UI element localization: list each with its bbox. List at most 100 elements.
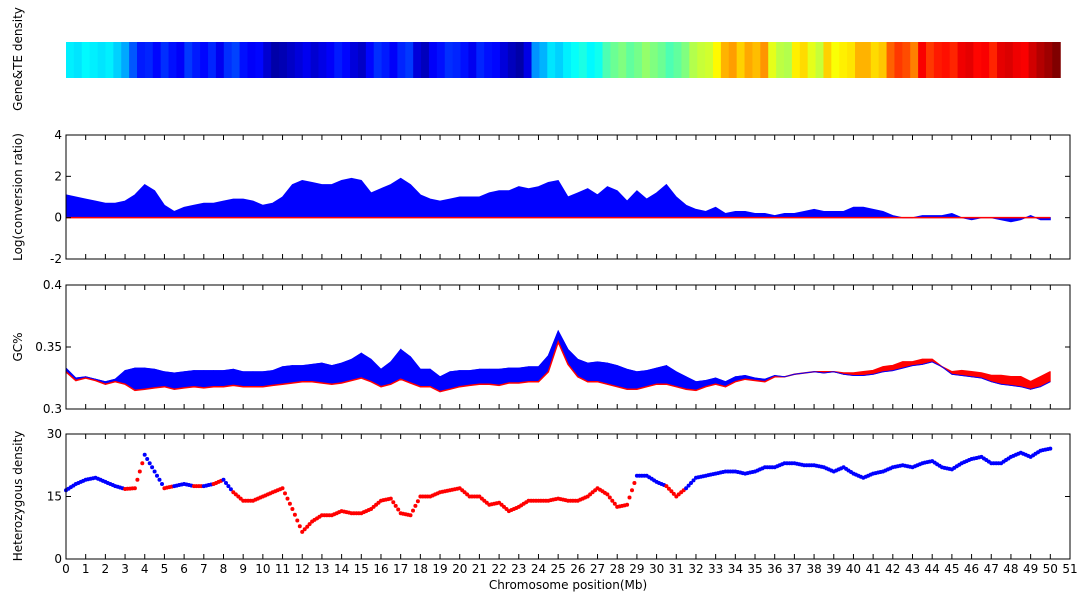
heatmap-cell [357, 42, 367, 78]
heatmap-cell [294, 42, 304, 78]
gc-content-y-tick-label: 0.35 [35, 340, 62, 354]
heatmap-cell [318, 42, 327, 78]
heterozygous-density-point [287, 501, 292, 506]
gc-difference-band [331, 362, 342, 385]
heatmap-cell [1036, 42, 1045, 78]
gc-content-y-tick-label: 0.4 [43, 278, 62, 292]
x-tick-label: 28 [610, 562, 625, 576]
heatmap-cell [105, 42, 114, 78]
x-tick-label: 0 [62, 562, 70, 576]
heatmap-cell [476, 42, 485, 78]
conversion-ratio-y-tick-label: 0 [54, 211, 62, 225]
heterozygous-density-x-ticks: 0 1 2 3 4 5 6 7 8 9 10 11 12 13 14 15 16 17 18 19 20 21 22 23 24… [62, 434, 1078, 576]
gc-difference-band [459, 370, 470, 388]
heatmap-cell [602, 42, 612, 78]
heatmap-cell [610, 42, 619, 78]
heatmap-cell [673, 42, 683, 78]
heatmap-cell [878, 42, 888, 78]
heatmap-cell [531, 42, 541, 78]
heatmap-cell [1028, 42, 1038, 78]
gc-difference-band [410, 355, 421, 388]
heatmap-cell [634, 42, 643, 78]
x-tick-label: 17 [393, 562, 408, 576]
gc-difference-band [242, 371, 254, 388]
heterozygous-density-point [630, 488, 634, 493]
heatmap-cell [539, 42, 548, 78]
heterozygous-density-point [605, 492, 610, 497]
heatmap-cell [247, 42, 256, 78]
x-tick-label: 12 [295, 562, 310, 576]
heterozygous-density-point [307, 522, 312, 527]
heterozygous-density-point [413, 503, 418, 508]
gc-difference-band [193, 370, 205, 389]
heatmap-cell [452, 42, 462, 78]
heterozygous-density-y-tick-label: 0 [54, 552, 62, 566]
heterozygous-density-point [689, 481, 693, 485]
gc-difference-band [213, 370, 224, 388]
x-tick-label: 34 [728, 562, 743, 576]
heatmap-cell [365, 42, 375, 78]
heatmap-cell [965, 42, 974, 78]
x-tick-label: 23 [511, 562, 526, 576]
heatmap-cell [468, 42, 477, 78]
x-tick-label: 22 [491, 562, 506, 576]
x-tick-label: 51 [1062, 562, 1077, 576]
heatmap-cell [902, 42, 911, 78]
heatmap-cell [705, 42, 714, 78]
heatmap-cell [137, 42, 146, 78]
x-tick-label: 9 [239, 562, 247, 576]
x-tick-label: 18 [413, 562, 428, 576]
density-panel: Gene&TE density [11, 7, 1061, 111]
heterozygous-density-point [224, 481, 228, 485]
heterozygous-density-point [391, 500, 396, 505]
heatmap-cell [231, 42, 241, 78]
gc-difference-band [252, 371, 264, 388]
heterozygous-density-point [408, 513, 413, 518]
heatmap-cell [957, 42, 967, 78]
conversion-ratio-y-tick-label: -2 [50, 252, 62, 266]
x-tick-label: 13 [314, 562, 329, 576]
heatmap-cell [286, 42, 296, 78]
heterozygous-density-point [132, 486, 137, 491]
heterozygous-density-point [300, 529, 305, 534]
gc-difference-band [508, 367, 520, 384]
heatmap-cell [184, 42, 193, 78]
heterozygous-density-point [147, 461, 152, 466]
heatmap-cell [918, 42, 927, 78]
heterozygous-density-point [140, 461, 145, 466]
x-tick-label: 14 [334, 562, 349, 576]
x-tick-label: 44 [925, 562, 940, 576]
conversion-ratio-y-tick-label: 2 [54, 169, 62, 183]
heterozygous-density-point [283, 491, 287, 496]
heatmap-cell [989, 42, 998, 78]
heatmap-cell [689, 42, 698, 78]
gc-difference-band [518, 366, 529, 384]
heatmap-cell [444, 42, 454, 78]
heterozygous-density-point [396, 507, 401, 512]
heterozygous-density-point [632, 481, 637, 485]
heatmap-cell [208, 42, 217, 78]
heatmap-cell [121, 42, 130, 78]
heterozygous-density-point [285, 496, 290, 501]
x-tick-label: 36 [767, 562, 782, 576]
gc-content-plot [65, 329, 1051, 393]
heatmap-cell [862, 42, 872, 78]
x-tick-label: 45 [944, 562, 959, 576]
x-tick-label: 6 [180, 562, 188, 576]
x-tick-label: 3 [121, 562, 129, 576]
heterozygous-density-point [669, 489, 674, 494]
heatmap-cell [215, 42, 225, 78]
gc-difference-band [203, 370, 214, 389]
conversion-ratio-panel: -2 0 2 4 Log(conversion ratio) [11, 128, 1071, 266]
gc-difference-band [656, 365, 667, 385]
heatmap-cell [594, 42, 604, 78]
density-ylabel: Gene&TE density [11, 7, 25, 111]
heatmap-cell [744, 42, 754, 78]
heterozygous-density-point [142, 452, 147, 457]
gc-difference-band [479, 368, 490, 385]
heatmap-cell [263, 42, 272, 78]
heatmap-cell [326, 42, 335, 78]
x-tick-label: 25 [551, 562, 566, 576]
heatmap-cell [815, 42, 825, 78]
heterozygous-density-point [393, 503, 398, 508]
